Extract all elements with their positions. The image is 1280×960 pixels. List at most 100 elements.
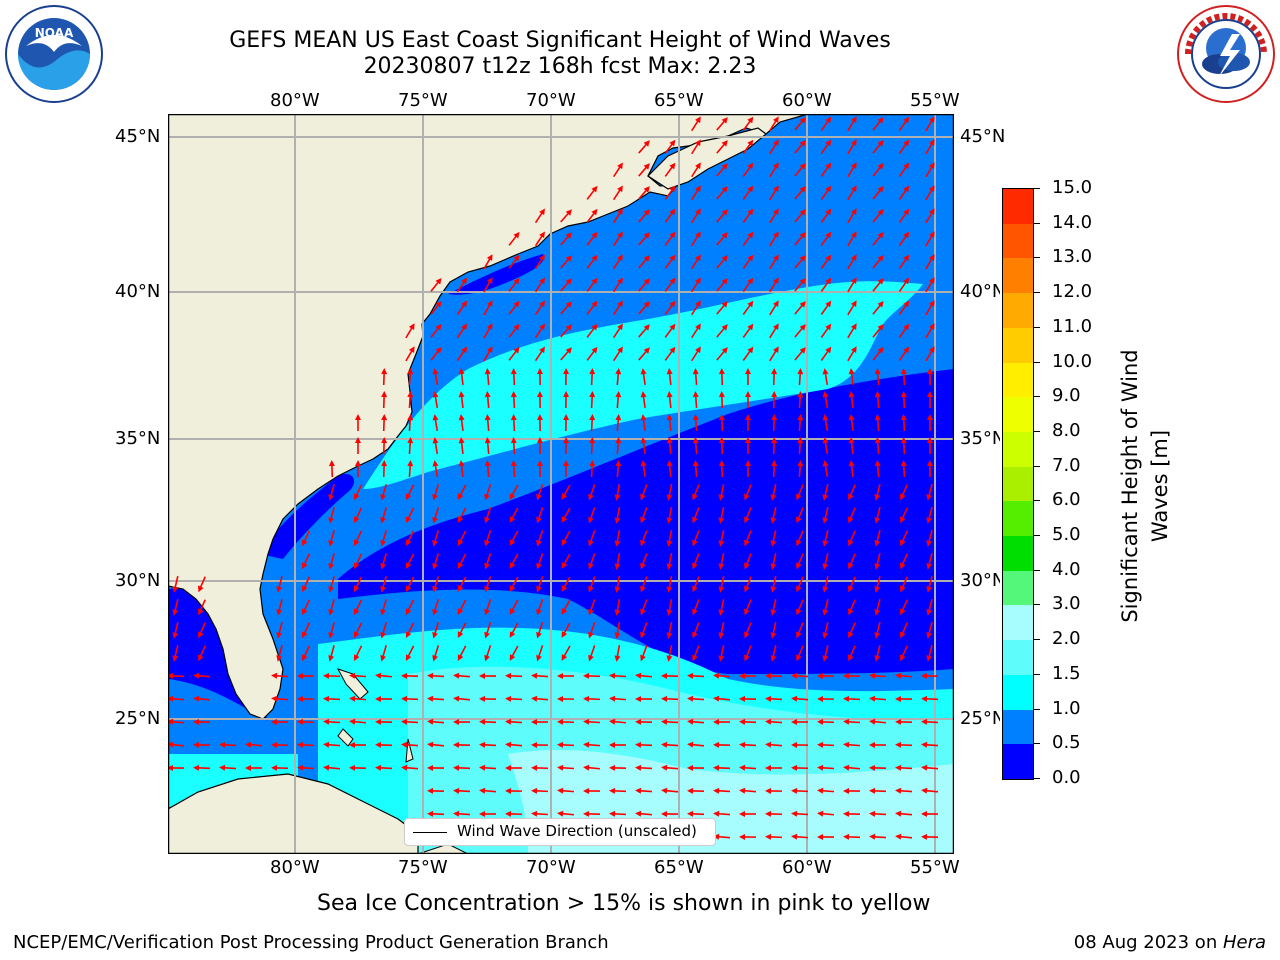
direction-arrow <box>843 787 861 794</box>
direction-arrow <box>691 116 701 132</box>
direction-arrow <box>797 414 804 432</box>
direction-arrow <box>509 576 519 592</box>
direction-arrow <box>895 695 913 702</box>
direction-arrow <box>612 323 623 339</box>
direction-arrow <box>302 576 311 593</box>
direction-arrow <box>848 507 856 524</box>
direction-arrow <box>771 368 778 386</box>
direction-arrow <box>583 672 601 679</box>
direction-arrow <box>691 346 701 362</box>
direction-arrow <box>479 695 497 702</box>
nearshore-blue-ne <box>448 254 544 295</box>
direction-arrow <box>926 368 933 386</box>
direction-arrow <box>380 484 388 501</box>
colorbar-tick-mark <box>1034 188 1040 189</box>
direction-arrow <box>718 368 725 386</box>
direction-arrow <box>900 645 909 662</box>
direction-arrow <box>609 741 627 748</box>
direction-arrow <box>589 391 596 409</box>
direction-arrow <box>898 208 910 224</box>
direction-arrow <box>297 741 315 748</box>
direction-arrow <box>193 764 211 771</box>
direction-arrow <box>302 530 311 547</box>
direction-arrow <box>563 460 570 478</box>
direction-arrow <box>432 553 440 570</box>
colorbar-segment <box>1003 536 1033 571</box>
direction-arrow <box>921 672 939 679</box>
direction-arrow <box>588 484 596 501</box>
direction-arrow <box>847 116 857 132</box>
direction-arrow <box>822 437 829 455</box>
direction-arrow <box>843 718 861 725</box>
direction-arrow <box>692 645 700 662</box>
direction-arrow <box>745 391 751 408</box>
direction-arrow <box>509 553 519 569</box>
direction-arrow <box>692 484 700 501</box>
direction-arrow <box>453 741 471 748</box>
colorbar-title-line2: Waves [m] <box>1148 429 1172 543</box>
direction-arrow <box>742 300 754 315</box>
colorbar-tick-mark <box>1034 673 1040 675</box>
direction-arrow <box>561 576 571 592</box>
direction-arrow <box>484 576 492 593</box>
direction-arrow <box>744 530 752 547</box>
direction-arrow <box>739 764 757 771</box>
direction-arrow <box>640 507 648 524</box>
direction-arrow <box>822 553 829 570</box>
direction-arrow <box>794 347 806 361</box>
direction-arrow <box>847 139 857 155</box>
direction-arrow <box>245 741 263 748</box>
lon-label-bottom-55w: 55°W <box>910 857 960 878</box>
colorbar-tick-label: 2.0 <box>1052 628 1081 650</box>
direction-arrow <box>898 323 910 339</box>
direction-arrow <box>847 300 857 316</box>
direction-arrow <box>843 833 861 840</box>
direction-arrow <box>716 140 728 154</box>
direction-arrow <box>820 277 832 292</box>
direction-arrow <box>509 622 519 638</box>
direction-arrow <box>638 278 650 292</box>
direction-arrow <box>614 506 621 524</box>
direction-arrow <box>534 277 545 293</box>
direction-arrow <box>874 530 881 547</box>
direction-arrow <box>742 139 754 154</box>
colorbar-tick-mark <box>1034 604 1040 606</box>
direction-arrow <box>926 645 933 662</box>
direction-arrow <box>349 741 367 748</box>
direction-arrow <box>661 741 679 748</box>
direction-arrow <box>583 787 601 794</box>
direction-arrow <box>874 484 881 501</box>
colorbar-segment <box>1003 189 1033 224</box>
colorbar-tick-mark <box>1034 396 1040 398</box>
direction-arrow <box>353 507 363 524</box>
direction-arrow <box>926 553 933 570</box>
direction-arrow <box>666 575 673 593</box>
direction-arrow <box>716 117 728 131</box>
direction-arrow <box>586 346 598 361</box>
direction-arrow <box>589 437 596 455</box>
direction-arrow <box>770 576 777 593</box>
direction-arrow <box>353 645 363 662</box>
direction-arrow <box>457 507 467 523</box>
direction-arrow <box>666 368 673 386</box>
colorbar-tick-mark <box>1034 778 1040 779</box>
direction-arrow <box>921 718 939 725</box>
direction-arrow <box>563 437 570 455</box>
lat-label-left-40n: 40°N <box>115 281 161 302</box>
direction-arrow <box>771 391 778 409</box>
direction-arrow <box>925 162 935 178</box>
direction-arrow <box>614 621 621 639</box>
direction-arrow <box>614 529 621 547</box>
direction-arrow <box>561 622 571 638</box>
direction-arrow <box>405 323 415 339</box>
direction-arrow <box>589 414 596 432</box>
direction-arrow <box>560 324 572 338</box>
direction-arrow <box>640 576 648 593</box>
direction-arrow <box>407 391 414 409</box>
direction-arrow <box>926 507 933 524</box>
direction-arrow <box>744 645 752 662</box>
direction-arrow <box>536 645 544 662</box>
lon-label-bottom-65w: 65°W <box>654 857 704 878</box>
direction-arrow <box>588 645 596 662</box>
direction-arrow <box>661 787 679 794</box>
